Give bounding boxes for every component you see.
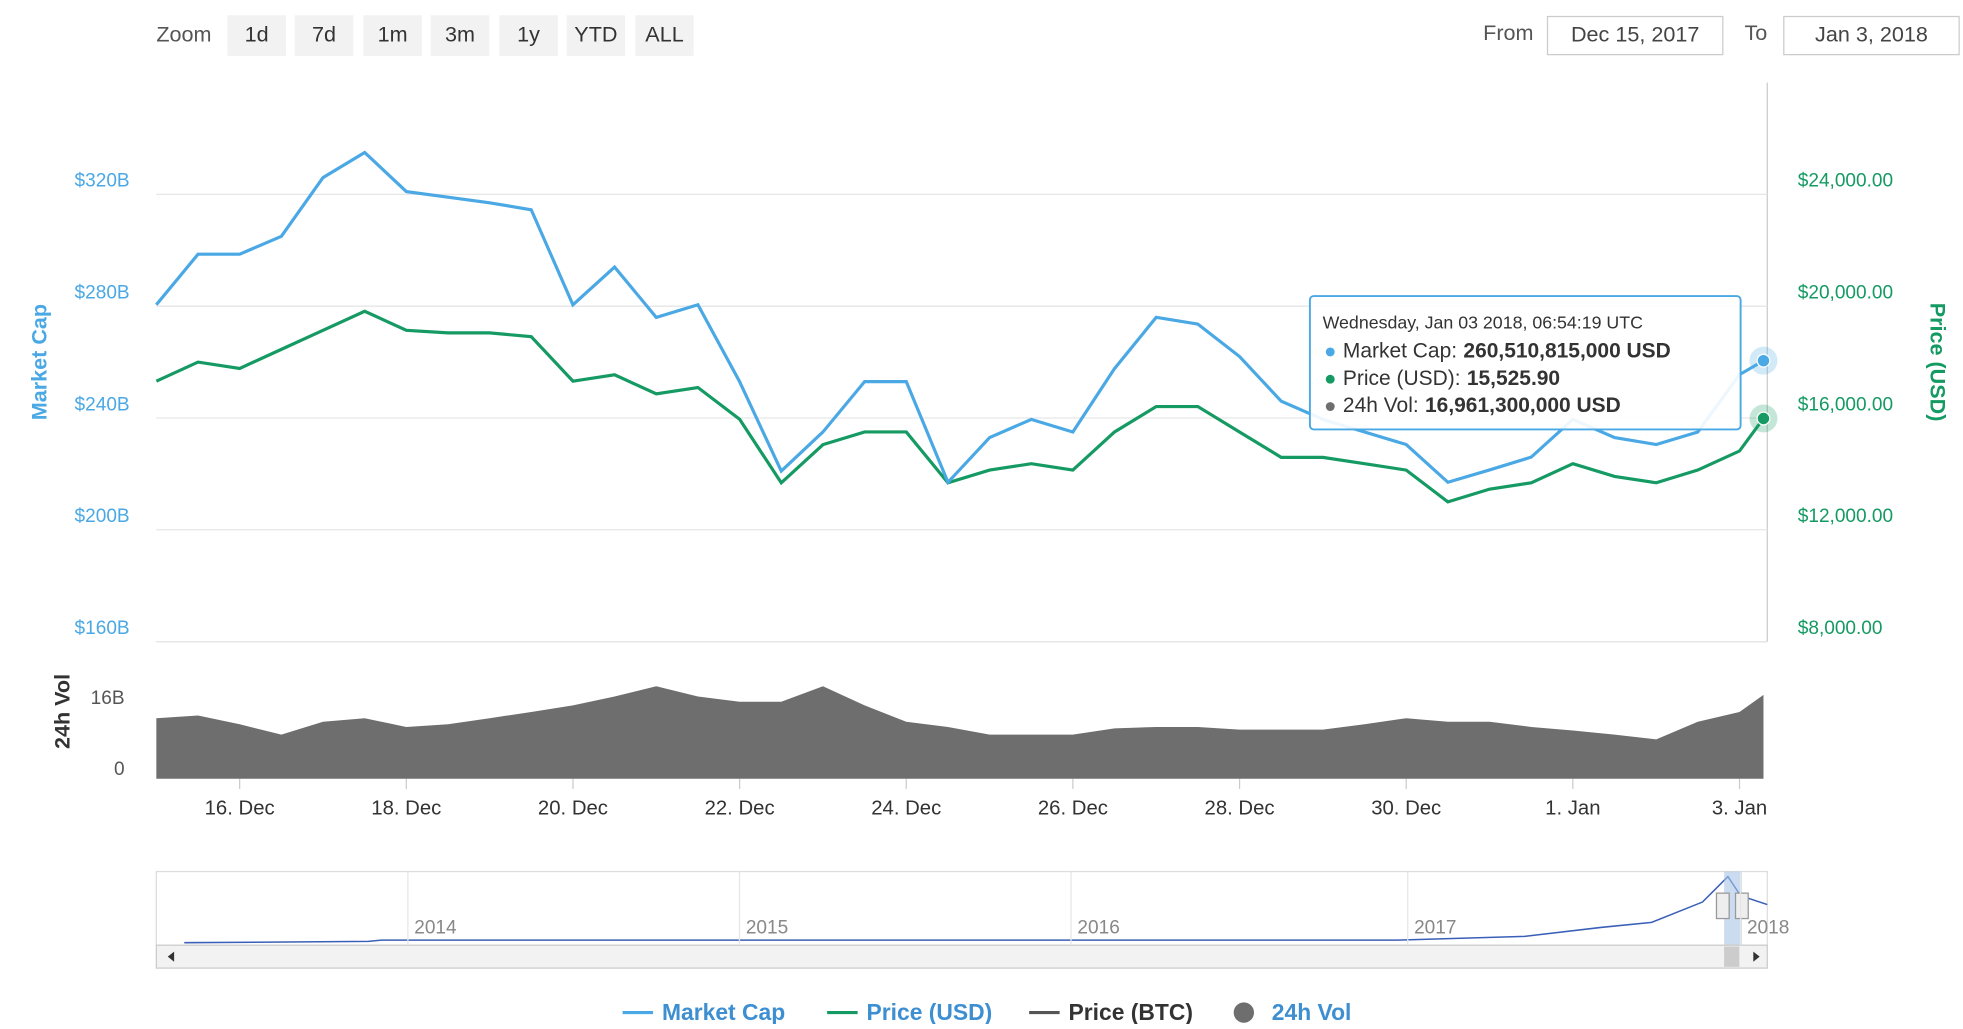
navigator-range[interactable] (1724, 871, 1742, 946)
volume-area (156, 686, 1764, 779)
zoom-button-label: YTD (574, 21, 617, 46)
from-value: Dec 15, 2017 (1571, 21, 1699, 46)
y-tick-label: $200B (75, 506, 130, 527)
x-tick-label: 24. Dec (871, 798, 941, 820)
x-tick-label: 20. Dec (538, 798, 608, 820)
tooltip-dot (1325, 402, 1335, 411)
navigator-year: 2014 (414, 918, 457, 939)
zoom-button[interactable] (566, 15, 626, 56)
y2-tick-label: $16,000.00 (1798, 394, 1893, 415)
legend-label[interactable]: Market Cap (662, 999, 785, 1025)
tooltip-label: Price (USD): (1343, 367, 1461, 390)
from-input[interactable] (1546, 15, 1724, 56)
zoom-button[interactable] (227, 15, 286, 56)
hover-marker (1756, 353, 1771, 368)
navigator-year: 2016 (1077, 918, 1119, 939)
y-axis-title: Market Cap (26, 304, 51, 420)
tooltip-value: 15,525.90 (1467, 367, 1560, 390)
legend-symbol (1233, 1002, 1255, 1023)
y2-tick-label: $24,000.00 (1798, 171, 1893, 192)
zoom-button-label: 1y (517, 21, 540, 46)
zoom-button[interactable] (430, 15, 490, 56)
legend-label[interactable]: Price (USD) (867, 999, 993, 1025)
x-tick-label: 3. Jan (1712, 798, 1767, 820)
y2-tick-label: $12,000.00 (1798, 506, 1893, 527)
y-tick-label: $160B (75, 618, 130, 639)
zoom-button-label: 7d (312, 21, 336, 46)
scroll-right[interactable] (1753, 951, 1760, 962)
tooltip-label: Market Cap: (1343, 339, 1457, 362)
from-label: From (1483, 20, 1533, 45)
tooltip-label: 24h Vol: (1343, 394, 1419, 417)
navigator-year: 2015 (746, 918, 788, 939)
zoom-button[interactable] (294, 15, 354, 56)
y2-tick-label: $20,000.00 (1798, 282, 1893, 303)
legend-label[interactable]: Price (BTC) (1069, 999, 1193, 1025)
y2-axis-title: Price (USD) (1926, 303, 1951, 422)
to-value: Jan 3, 2018 (1815, 21, 1928, 46)
series-line (155, 150, 1765, 486)
zoom-button[interactable] (635, 15, 694, 56)
zoom-button[interactable] (499, 15, 558, 56)
series-line (155, 309, 1765, 504)
x-tick-label: 16. Dec (205, 798, 275, 820)
navigator (155, 870, 1768, 946)
scrollbar[interactable] (155, 944, 1768, 969)
to-input[interactable] (1783, 15, 1960, 56)
tooltip-dot (1325, 347, 1335, 357)
zoom-button-label: 1m (378, 21, 408, 46)
hover-marker (1756, 411, 1771, 426)
zoom-button[interactable] (363, 15, 422, 56)
zoom-button-label: 3m (445, 21, 475, 46)
vol-axis-title: 24h Vol (49, 674, 74, 749)
navigator-handle[interactable] (1734, 892, 1749, 920)
zoom-button-label: 1d (245, 21, 269, 46)
x-tick-label: 28. Dec (1205, 798, 1275, 820)
scroll-left[interactable] (167, 951, 175, 962)
y2-tick-label: $8,000.00 (1798, 618, 1883, 639)
zoom-label: Zoom (156, 21, 211, 46)
x-tick-label: 18. Dec (371, 798, 441, 820)
x-tick-label: 26. Dec (1038, 798, 1108, 820)
tooltip-value: 16,961,300,000 USD (1425, 394, 1621, 417)
navigator-year: 2018 (1747, 918, 1789, 939)
y-tick-label: $240B (75, 394, 130, 415)
legend-label[interactable]: 24h Vol (1272, 999, 1352, 1025)
navigator-handle[interactable] (1715, 892, 1730, 920)
tooltip-title: Wednesday, Jan 03 2018, 06:54:19 UTC (1323, 313, 1643, 333)
y-tick-label: $320B (75, 171, 130, 192)
x-tick-label: 30. Dec (1371, 798, 1441, 820)
scrollbar-thumb[interactable] (1724, 946, 1740, 967)
x-tick-label: 1. Jan (1545, 798, 1600, 820)
tooltip-value: 260,510,815,000 USD (1463, 339, 1670, 362)
zoom-button-label: ALL (645, 21, 683, 46)
tooltip (1308, 295, 1742, 431)
tooltip-dot (1325, 374, 1335, 384)
to-label: To (1744, 20, 1767, 45)
vol-tick-label: 0 (114, 759, 125, 780)
navigator-year: 2017 (1414, 918, 1456, 939)
y-tick-label: $280B (75, 283, 130, 304)
x-tick-label: 22. Dec (705, 798, 775, 820)
vol-tick-label: 16B (91, 688, 125, 709)
